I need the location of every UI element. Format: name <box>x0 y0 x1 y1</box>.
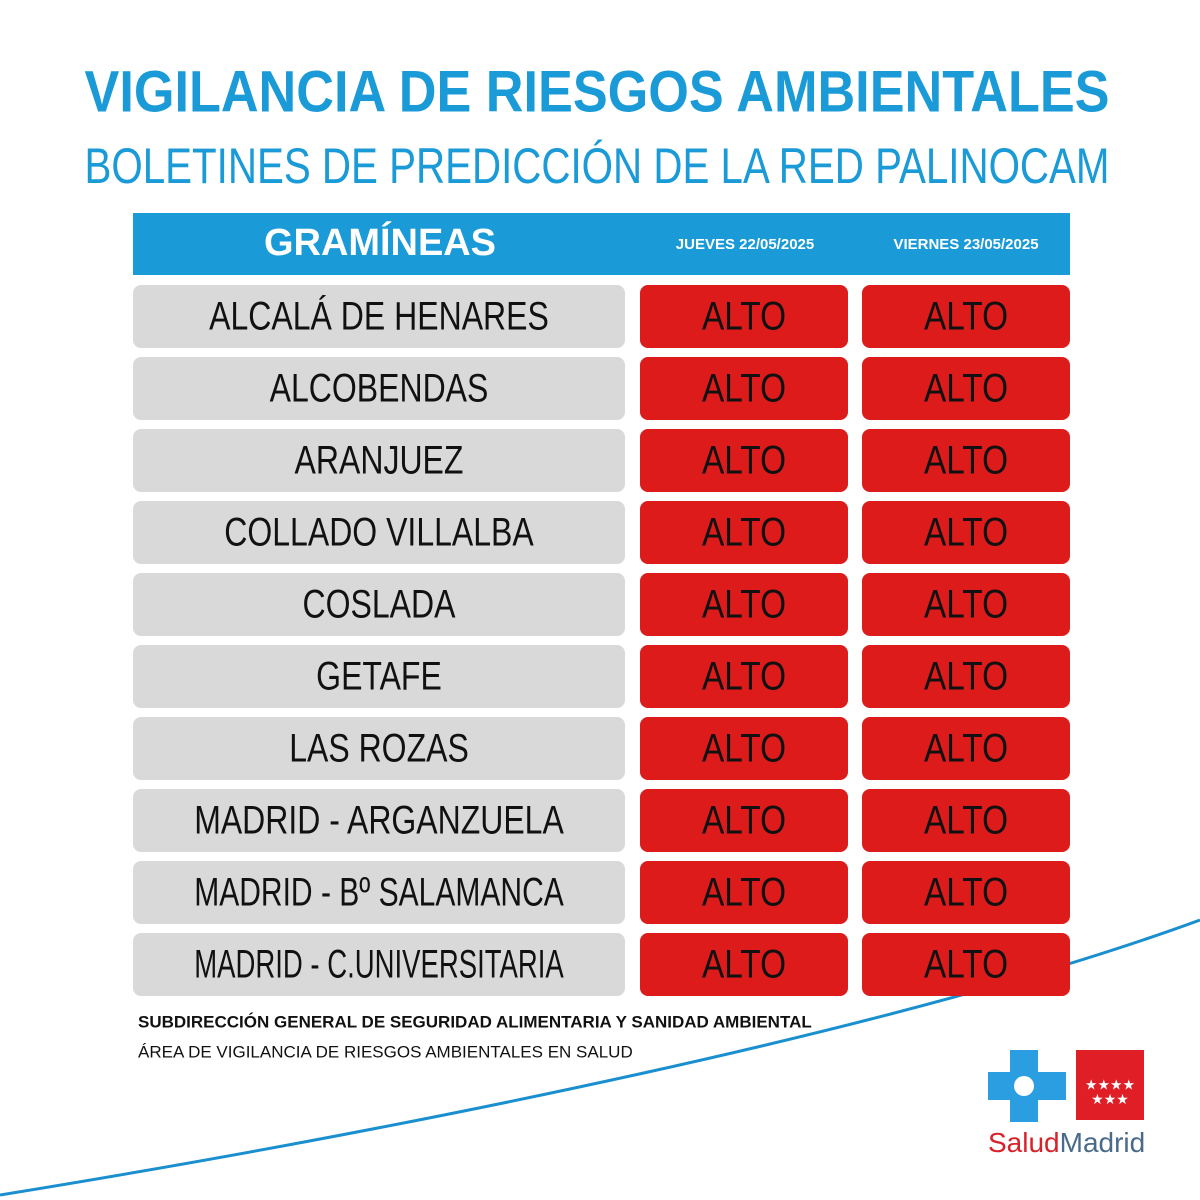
level-label: ALTO <box>702 799 786 843</box>
column-header: GRAMÍNEAS <box>264 220 496 264</box>
level-cell <box>640 285 848 348</box>
level-cell <box>640 357 848 420</box>
level-label: ALTO <box>924 367 1008 411</box>
level-label: ALTO <box>924 295 1008 339</box>
level-cell <box>640 861 848 924</box>
level-label: ALTO <box>702 367 786 411</box>
level-cell <box>640 717 848 780</box>
level-label: ALTO <box>924 871 1008 915</box>
level-label: ALTO <box>924 655 1008 699</box>
station-cell <box>133 717 625 780</box>
level-label: ALTO <box>702 583 786 627</box>
level-label: ALTO <box>924 799 1008 843</box>
level-cell <box>640 789 848 852</box>
station-cell <box>133 645 625 708</box>
station-name: MADRID - Bº SALAMANCA <box>194 871 564 915</box>
logo-text: SaludMadrid <box>988 1127 1145 1158</box>
level-label: ALTO <box>924 439 1008 483</box>
station-name: MADRID - ARGANZUELA <box>194 799 564 843</box>
level-cell <box>862 717 1070 780</box>
logo: ★★★★ ★★★ SaludMadrid <box>988 1050 1145 1158</box>
station-name: ALCALÁ DE HENARES <box>209 294 549 339</box>
logo-stars: ★★★★ ★★★ <box>1085 1077 1135 1107</box>
footer-line: ÁREA DE VIGILANCIA DE RIESGOS AMBIENTALE… <box>138 1042 633 1061</box>
level-label: ALTO <box>702 871 786 915</box>
station-cell <box>133 357 625 420</box>
level-cell <box>862 933 1070 996</box>
level-cell <box>862 501 1070 564</box>
station-cell <box>133 285 625 348</box>
station-cell <box>133 573 625 636</box>
level-cell <box>862 429 1070 492</box>
column-header: JUEVES 22/05/2025 <box>676 236 814 253</box>
station-name: GETAFE <box>316 655 442 699</box>
level-label: ALTO <box>702 727 786 771</box>
station-cell <box>133 429 625 492</box>
level-cell <box>640 501 848 564</box>
subtitle: BOLETINES DE PREDICCIÓN DE LA RED PALINO… <box>85 138 1110 194</box>
level-label: ALTO <box>702 943 786 987</box>
level-label: ALTO <box>924 583 1008 627</box>
level-label: ALTO <box>924 943 1008 987</box>
logo-part: Madrid <box>1060 1127 1146 1158</box>
column-header: VIERNES 23/05/2025 <box>893 236 1038 253</box>
level-cell <box>640 573 848 636</box>
level-cell <box>640 645 848 708</box>
footer-line: SUBDIRECCIÓN GENERAL DE SEGURIDAD ALIMEN… <box>138 1012 812 1031</box>
level-cell <box>862 357 1070 420</box>
station-name: ARANJUEZ <box>295 439 464 483</box>
station-cell <box>133 933 625 996</box>
level-label: ALTO <box>702 655 786 699</box>
station-name: ALCOBENDAS <box>270 367 489 411</box>
station-name: COSLADA <box>303 583 456 627</box>
table-header <box>133 213 1070 275</box>
station-cell <box>133 789 625 852</box>
station-name: MADRID - C.UNIVERSITARIA <box>194 943 564 987</box>
station-cell <box>133 501 625 564</box>
level-cell <box>640 429 848 492</box>
station-cell <box>133 861 625 924</box>
logo-part: Salud <box>988 1127 1060 1158</box>
level-label: ALTO <box>924 511 1008 555</box>
level-cell <box>862 285 1070 348</box>
level-cell <box>640 933 848 996</box>
level-label: ALTO <box>924 727 1008 771</box>
level-cell <box>862 645 1070 708</box>
level-label: ALTO <box>702 295 786 339</box>
title: VIGILANCIA DE RIESGOS AMBIENTALES <box>85 59 1110 124</box>
level-cell <box>862 861 1070 924</box>
level-label: ALTO <box>702 439 786 483</box>
station-name: COLLADO VILLALBA <box>224 511 534 555</box>
logo-flag <box>1076 1050 1144 1120</box>
table-body: ALCALÁ DE HENARES ALTO ALTO ALCOBENDAS ALTO A… <box>133 285 1070 996</box>
logo-dot <box>1014 1076 1034 1096</box>
station-name: LAS ROZAS <box>289 727 469 771</box>
level-label: ALTO <box>702 511 786 555</box>
level-cell <box>862 789 1070 852</box>
level-cell <box>862 573 1070 636</box>
